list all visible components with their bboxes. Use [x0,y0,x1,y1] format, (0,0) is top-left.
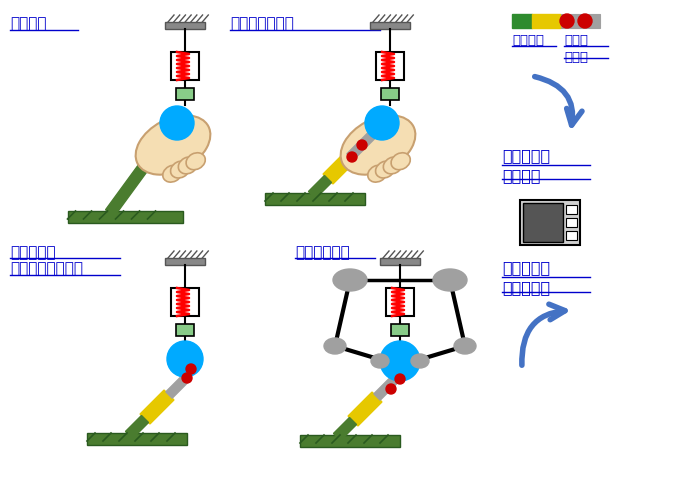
FancyArrowPatch shape [535,77,582,125]
Ellipse shape [178,157,197,174]
Ellipse shape [171,161,190,178]
Ellipse shape [454,338,476,354]
Bar [87,433,187,445]
Bar [566,231,577,240]
Bar [386,288,414,316]
Ellipse shape [384,157,402,174]
Bar [523,203,563,242]
Circle shape [357,140,367,150]
Text: 磨き技能の
ロボット化: 磨き技能の ロボット化 [502,260,550,295]
Bar [176,324,194,336]
Ellipse shape [333,269,367,291]
Ellipse shape [411,354,429,368]
Ellipse shape [163,165,182,182]
Text: （従来研究例１）: （従来研究例１） [10,261,83,276]
Circle shape [386,384,396,394]
Circle shape [160,106,194,140]
Circle shape [380,341,420,381]
Text: 加速度
センサ: 加速度 センサ [564,34,588,64]
Bar [381,88,399,100]
Circle shape [578,14,592,28]
Circle shape [560,14,574,28]
Circle shape [395,374,405,384]
Ellipse shape [186,153,205,170]
Bar [520,200,580,245]
Ellipse shape [136,115,211,175]
Polygon shape [333,418,356,441]
Text: 磨き作業の計測: 磨き作業の計測 [230,16,294,31]
Polygon shape [125,416,148,439]
Ellipse shape [368,165,387,182]
Ellipse shape [391,153,410,170]
Bar [165,258,205,265]
Ellipse shape [376,161,395,178]
Circle shape [365,106,399,140]
Polygon shape [374,376,398,400]
Bar [171,288,199,316]
Ellipse shape [433,269,467,291]
Bar [176,88,194,100]
Text: カセンサ: カセンサ [512,34,544,47]
FancyArrowPatch shape [522,304,565,365]
Bar [566,205,577,214]
Bar [380,258,420,265]
Text: 磨き作業: 磨き作業 [10,16,46,31]
Text: 磨きロボット: 磨きロボット [295,245,350,260]
Ellipse shape [324,338,346,354]
Polygon shape [140,390,174,424]
Polygon shape [323,152,355,184]
Polygon shape [106,132,172,216]
Polygon shape [309,176,332,199]
Ellipse shape [341,115,415,175]
Circle shape [167,341,203,377]
Text: 機械式バネ: 機械式バネ [10,245,55,260]
Text: 磨き技能の
特徴抽出: 磨き技能の 特徴抽出 [502,148,550,183]
Bar [171,52,199,80]
Circle shape [182,373,192,383]
Bar [560,14,600,28]
Ellipse shape [371,354,389,368]
Polygon shape [348,392,382,426]
Bar [532,14,560,28]
Polygon shape [346,132,375,160]
Bar [566,218,577,227]
Bar [370,22,410,29]
Bar [165,22,205,29]
Bar [512,14,532,28]
Bar [376,52,404,80]
Circle shape [347,152,357,162]
Bar [265,193,365,205]
Polygon shape [166,374,190,398]
Bar [391,324,409,336]
Bar [67,211,183,223]
Bar [300,435,400,447]
Circle shape [186,364,196,374]
